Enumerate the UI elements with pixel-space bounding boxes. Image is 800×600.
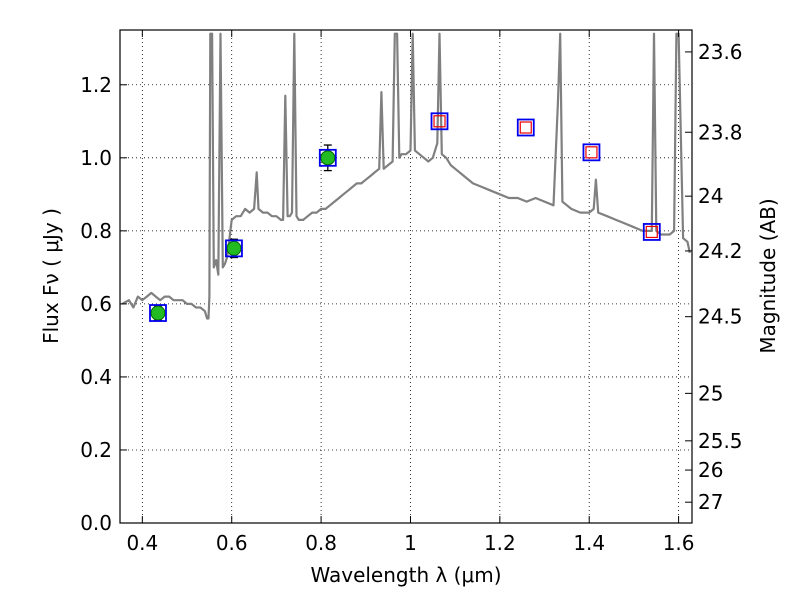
spectrum-series	[121, 32, 691, 320]
mag-tick-label: 24	[698, 184, 723, 208]
photometry-markers	[149, 112, 661, 322]
mag-tick-label: 25.5	[698, 429, 743, 453]
model-square-marker	[225, 239, 243, 258]
x-tick-label: 0.8	[305, 531, 337, 555]
model-square-marker	[318, 148, 337, 167]
model-square-marker	[642, 223, 661, 241]
flux-square-marker	[585, 146, 598, 159]
x-tick-label: 1.6	[663, 531, 695, 555]
flux-square-marker	[645, 225, 658, 239]
model-square-marker	[149, 304, 167, 322]
y-tick-label: 1.2	[80, 73, 112, 97]
spectrum-line	[121, 32, 691, 320]
x-tick-label: 0.4	[126, 531, 158, 555]
y-tick-label: 0.2	[80, 438, 112, 462]
model-square-marker	[516, 118, 535, 137]
x-tick-label: 1	[404, 531, 417, 555]
y-tick-label: 0.8	[80, 219, 112, 243]
mag-tick-label: 23.6	[698, 40, 743, 64]
y-tick-label: 0.6	[80, 292, 112, 316]
mag-tick-label: 25	[698, 381, 723, 405]
y-tick-label: 0.0	[80, 511, 112, 535]
mag-tick-label: 27	[698, 490, 723, 514]
model-square-marker	[430, 112, 449, 131]
x-tick-label: 1.4	[573, 531, 605, 555]
mag-tick-label: 26	[698, 458, 723, 482]
x-axis-label: Wavelength λ (μm)	[310, 563, 501, 587]
mag-tick-label: 24.5	[698, 305, 743, 329]
data-point-circle	[226, 240, 242, 256]
model-square-marker	[582, 143, 601, 162]
mag-tick-label: 24.2	[698, 239, 743, 263]
y-axis-label-right: Magnitude (AB)	[756, 198, 780, 353]
x-tick-label: 1.2	[484, 531, 516, 555]
data-point-circle	[150, 305, 166, 321]
plot-background	[120, 30, 692, 523]
y-axis-label-left: Flux Fν ( μJy )	[39, 208, 63, 344]
plot-frame	[119, 29, 693, 524]
flux-square-marker	[519, 121, 532, 134]
axis-ticks: 0.4 0.6 0.8 1 1.2 1.4 1.6 0.0 0.2 0.4 0.6 0.8 1.0 1.2…	[80, 30, 743, 555]
flux-square-marker	[433, 115, 446, 128]
y-tick-label: 1.0	[80, 146, 112, 170]
y-tick-label: 0.4	[80, 365, 112, 389]
x-tick-label: 0.6	[216, 531, 248, 555]
mag-tick-label: 23.8	[698, 120, 743, 144]
data-point-circle	[320, 150, 336, 166]
